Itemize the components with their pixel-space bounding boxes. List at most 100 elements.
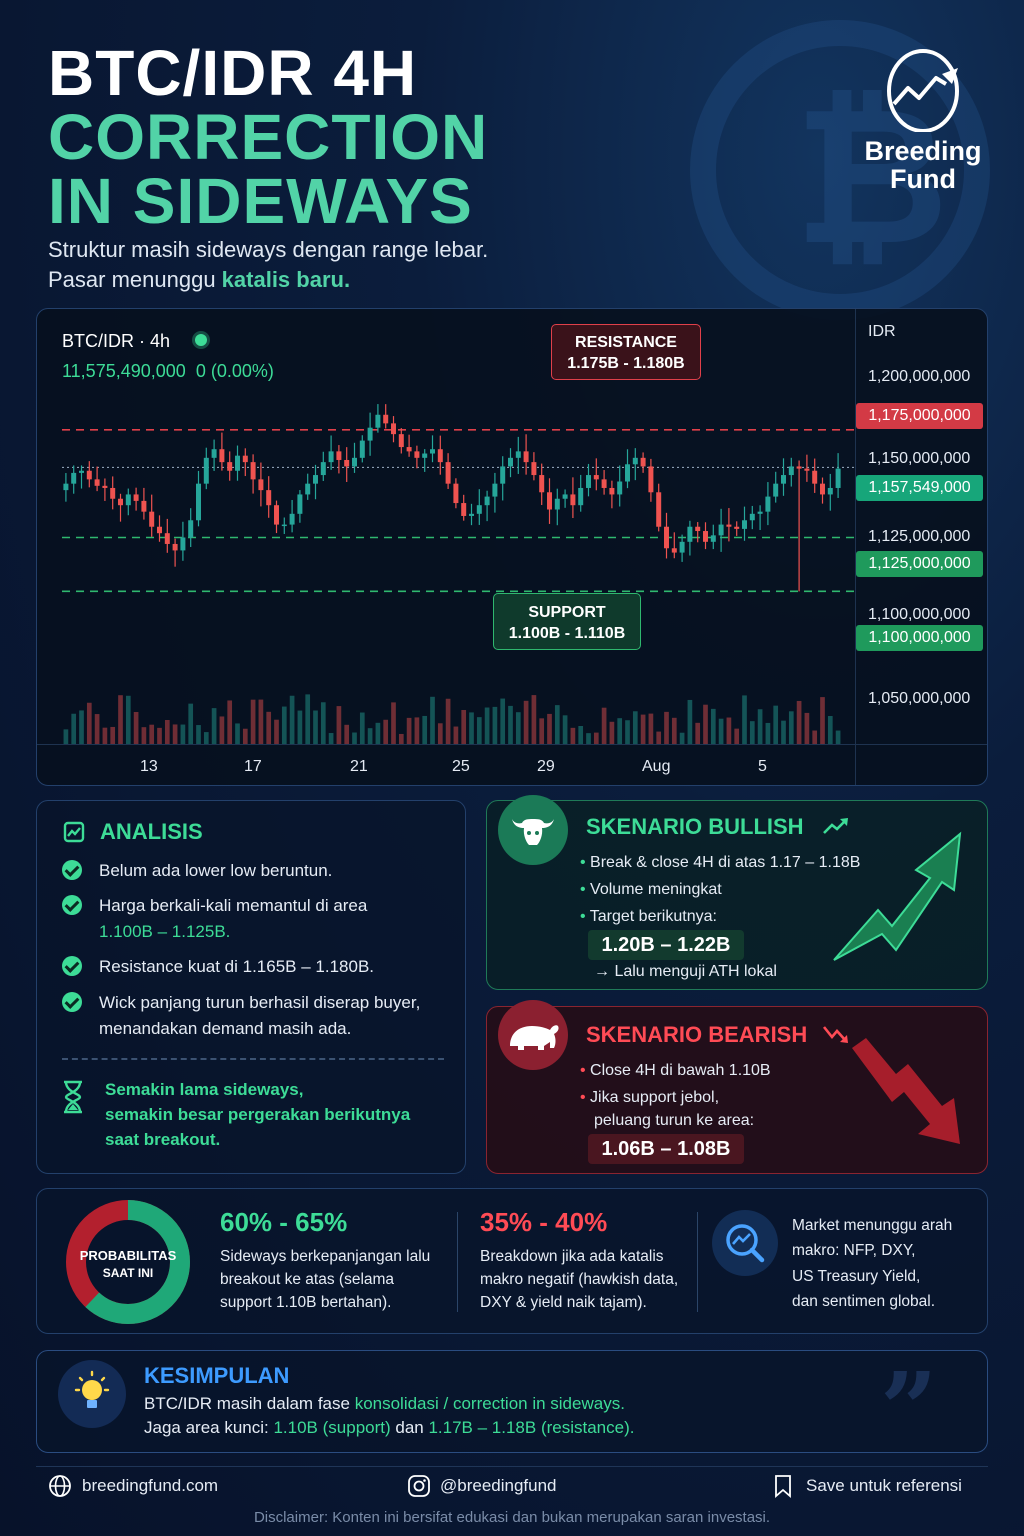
analysis-note-line3: saat breakout. (105, 1130, 221, 1149)
volume-bar (625, 720, 630, 744)
volume-bar (601, 707, 607, 744)
donut-label-2: SAAT INI (102, 1266, 154, 1280)
y-tick-2: 1,150,000,000 (868, 450, 971, 467)
candle-body (110, 487, 116, 499)
volume-bar (149, 724, 155, 744)
candle-body (172, 543, 178, 551)
subtitle-line1: Struktur masih sideways dengan range leb… (48, 237, 489, 262)
candle-body (765, 496, 771, 512)
y-tick-4: 1,100,000,000 (868, 606, 971, 623)
candle-body (492, 483, 498, 497)
candle-body (679, 541, 685, 553)
candle-body (219, 449, 225, 463)
candle-body (757, 511, 763, 514)
candle-body (484, 496, 490, 506)
volume-bar (469, 712, 474, 744)
candle-body (352, 457, 357, 467)
candle-body (710, 535, 716, 542)
footer-save-label: Save untuk referensi (806, 1476, 962, 1495)
candle-body (781, 475, 786, 484)
volume-bar (344, 724, 350, 744)
bullish-target: 1.20B – 1.22B (588, 930, 744, 960)
macro-text-2: makro: NFP, DXY, (792, 1242, 916, 1259)
volume-bar (367, 728, 373, 744)
candle-body (157, 526, 162, 534)
bullish-followup: → Lalu menguji ATH lokal (594, 963, 777, 980)
chart-analysis-icon (63, 821, 85, 843)
support-upper-price-tag: 1,125,000,000 (856, 551, 983, 577)
volume-bar (211, 708, 217, 744)
analysis-item-4: Wick panjang turun berhasil diserap buye… (99, 993, 421, 1012)
candle-body (180, 537, 186, 551)
footer-instagram-link[interactable]: @breedingfund (440, 1476, 557, 1495)
support-lower-price-tag: 1,100,000,000 (856, 625, 983, 651)
volume-bar (710, 708, 716, 744)
volume-bar (180, 724, 186, 744)
analysis-item-1: Belum ada lower low beruntun. (99, 861, 333, 880)
bullish-bullet-2: • Volume meningkat (580, 881, 722, 898)
volume-bar (765, 722, 771, 744)
bullish-title: SKENARIO BULLISH (586, 814, 804, 839)
volume-bar (250, 699, 256, 744)
volume-bar (133, 711, 139, 744)
chart-price: 11,575,490,000 0 (0.00%) (62, 361, 274, 381)
candle-body (359, 440, 365, 458)
candle-body (344, 459, 350, 467)
candle-body (422, 453, 428, 458)
analysis-item-4-cont: menandakan demand masih ada. (99, 1019, 352, 1038)
volume-bar (305, 694, 311, 744)
bullish-bullet-3: • Target berikutnya: (580, 908, 717, 925)
footer-website-link[interactable]: breedingfund.com (82, 1476, 219, 1495)
candle-body (383, 414, 389, 424)
candle-body (586, 475, 591, 488)
candle-body (141, 500, 147, 512)
chart-symbol: BTC/IDR · 4h (62, 331, 171, 351)
volume-bar (640, 714, 646, 744)
current-price-tag: 1,157,549,000 (856, 475, 983, 501)
candle-body (812, 470, 818, 484)
resistance-callout: RESISTANCE 1.175B - 1.180B (551, 324, 701, 380)
candle-body (749, 513, 755, 521)
volume-bar (773, 705, 779, 744)
divider (457, 1212, 458, 1312)
candle-body (562, 494, 568, 499)
candle-body (640, 457, 646, 467)
x-tick-13: 13 (140, 758, 158, 775)
title-line3: IN SIDEWAYS (48, 165, 473, 237)
conclusion-line2: Jaga area kunci: 1.10B (support) dan 1.1… (144, 1418, 635, 1437)
volume-bar (172, 724, 178, 744)
candle-body (297, 494, 303, 514)
candle-body (601, 479, 607, 488)
trend-down-icon (822, 1026, 848, 1043)
candle-body (695, 526, 701, 532)
volume-bar (679, 732, 685, 744)
candle-body (313, 475, 318, 484)
time-axis-divider (37, 744, 987, 745)
analysis-divider (62, 1058, 444, 1060)
candle-body (461, 503, 467, 516)
analysis-item-2-highlight: 1.100B – 1.125B. (99, 922, 231, 941)
candle-body (648, 466, 654, 493)
prob-2-value: 35% - 40% (480, 1207, 608, 1237)
volume-bar (749, 721, 755, 744)
prob-1-text-2: breakout ke atas (selama (220, 1271, 395, 1288)
bearish-bullet-3: peluang turun ke area: (594, 1112, 755, 1129)
conclusion-panel (36, 1350, 988, 1453)
volume-bar (289, 695, 295, 744)
bullish-bullet-1: • Break & close 4H di atas 1.17 – 1.18B (580, 854, 861, 871)
volume-bar (71, 713, 77, 744)
candle-body (203, 457, 209, 484)
analysis-note-line1: Semakin lama sideways, (105, 1080, 304, 1099)
check-icon (62, 860, 82, 880)
candle-body (578, 487, 584, 506)
volume-bar (157, 727, 162, 744)
candle-body (593, 475, 599, 480)
volume-bar (671, 717, 677, 744)
macro-text-3: US Treasury Yield, (792, 1268, 921, 1285)
candle-body (500, 466, 506, 484)
volume-bar (617, 718, 623, 744)
volume-bar (656, 731, 662, 744)
candle-body (305, 483, 311, 495)
volume-bar (554, 705, 560, 744)
volume-bar (695, 722, 701, 744)
